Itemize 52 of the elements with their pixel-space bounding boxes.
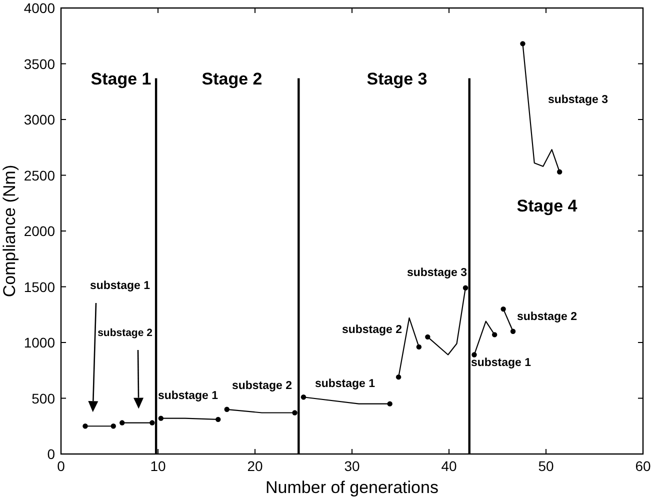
point (472, 352, 477, 358)
y-tick-label: 4000 (24, 0, 56, 16)
point (396, 374, 402, 380)
point (462, 285, 468, 290)
point (510, 328, 516, 334)
point (120, 420, 125, 426)
point (492, 332, 498, 338)
annotation: substage 2 (98, 326, 153, 339)
annotation: substage 1 (90, 280, 151, 292)
annotation: Stage 3 (366, 69, 428, 88)
y-tick-label: 500 (32, 390, 56, 406)
x-tick-label: 30 (344, 458, 360, 474)
annotation: substage 1 (314, 378, 376, 390)
point (556, 169, 562, 175)
point (110, 424, 116, 429)
point (224, 406, 230, 412)
y-tick-label: 0 (47, 446, 56, 462)
annotation: Stage 4 (516, 196, 578, 216)
point (300, 394, 306, 400)
x-tick-label: 60 (635, 458, 651, 474)
y-tick-label: 2000 (24, 223, 56, 239)
y-tick-label: 1000 (24, 334, 56, 350)
point (216, 416, 221, 422)
annotation: substage 1 (470, 357, 532, 370)
annotation: Stage 1 (90, 69, 152, 88)
point (387, 401, 392, 406)
y-axis-title: Compliance (Nm) (0, 164, 19, 298)
annotation: substage 2 (342, 324, 402, 336)
x-tick-label: 0 (57, 458, 66, 474)
point (500, 306, 506, 312)
annotation: substage 3 (406, 267, 468, 280)
annotation: substage 2 (232, 380, 292, 392)
point (158, 416, 164, 421)
point (425, 334, 430, 340)
point (82, 424, 88, 429)
annotation: substage 2 (516, 311, 578, 324)
point (292, 410, 298, 416)
x-tick-label: 10 (150, 458, 166, 474)
annotation: substage 1 (158, 390, 219, 402)
point (150, 420, 155, 426)
y-tick-label: 3500 (24, 56, 56, 72)
point (416, 344, 422, 350)
y-tick-label: 3000 (24, 112, 56, 128)
y-tick-label: 2500 (24, 167, 56, 184)
x-tick-label: 20 (247, 458, 263, 474)
x-tick-label: 50 (538, 458, 554, 474)
annotation: Stage 2 (202, 69, 262, 88)
annotation: substage 3 (548, 94, 608, 106)
y-tick-label: 1500 (24, 278, 56, 295)
x-axis-title: Number of generations (266, 478, 438, 497)
point (520, 41, 526, 46)
x-tick-label: 40 (441, 458, 457, 474)
